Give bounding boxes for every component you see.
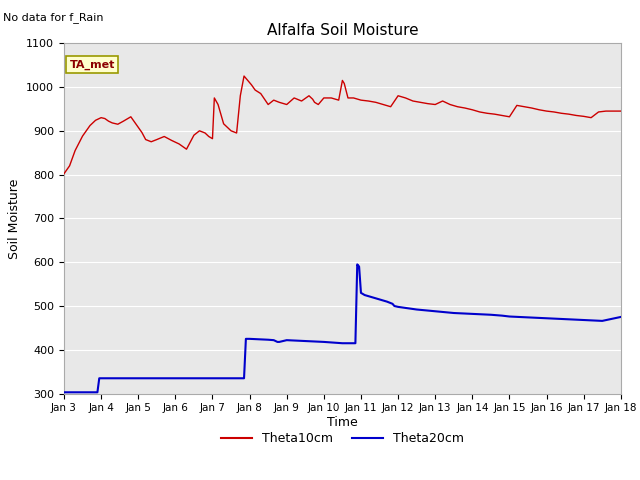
Y-axis label: Soil Moisture: Soil Moisture: [8, 178, 20, 259]
X-axis label: Time: Time: [327, 416, 358, 429]
Text: No data for f_Rain: No data for f_Rain: [3, 12, 104, 23]
Title: Alfalfa Soil Moisture: Alfalfa Soil Moisture: [267, 23, 418, 38]
Legend: Theta10cm, Theta20cm: Theta10cm, Theta20cm: [216, 427, 469, 450]
Text: TA_met: TA_met: [70, 60, 115, 70]
